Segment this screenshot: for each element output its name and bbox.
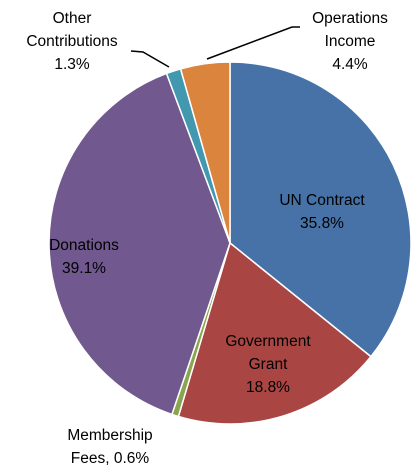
label-line: 1.3% xyxy=(54,56,90,73)
label-other-contributions: Other Contributions 1.3% xyxy=(26,10,118,73)
label-line: Other xyxy=(53,10,92,27)
label-line: 4.4% xyxy=(332,56,368,73)
slice-labels: UN Contract 35.8% Government Grant 18.8% Memb… xyxy=(26,10,388,467)
slice-un-contract xyxy=(229,61,412,358)
slice-government-grant xyxy=(177,242,372,425)
label-line: Donations xyxy=(49,237,119,254)
label-line: Income xyxy=(325,33,376,50)
label-line: Contributions xyxy=(26,33,118,50)
label-line: 39.1% xyxy=(62,260,106,277)
label-line: Fees, 0.6% xyxy=(71,450,150,467)
label-line: Operations xyxy=(312,10,388,27)
pie-slices xyxy=(48,61,412,425)
label-operations-income: Operations Income 4.4% xyxy=(312,10,388,73)
label-line: UN Contract xyxy=(279,192,365,209)
leader-line-operations-income xyxy=(206,26,300,60)
leader-line-other-contributions xyxy=(130,50,170,68)
slice-operations-income xyxy=(179,61,231,244)
slice-donations xyxy=(48,72,231,416)
label-line: 18.8% xyxy=(246,379,290,396)
label-line: Government xyxy=(225,333,311,350)
label-donations: Donations 39.1% xyxy=(49,237,119,277)
label-un-contract: UN Contract 35.8% xyxy=(279,192,365,232)
label-line: 35.8% xyxy=(300,215,344,232)
leader-lines xyxy=(130,26,300,68)
label-line: Membership xyxy=(67,427,152,444)
label-government-grant: Government Grant 18.8% xyxy=(225,333,311,396)
label-membership-fees: Membership Fees, 0.6% xyxy=(67,427,152,467)
label-line: Grant xyxy=(249,356,288,373)
